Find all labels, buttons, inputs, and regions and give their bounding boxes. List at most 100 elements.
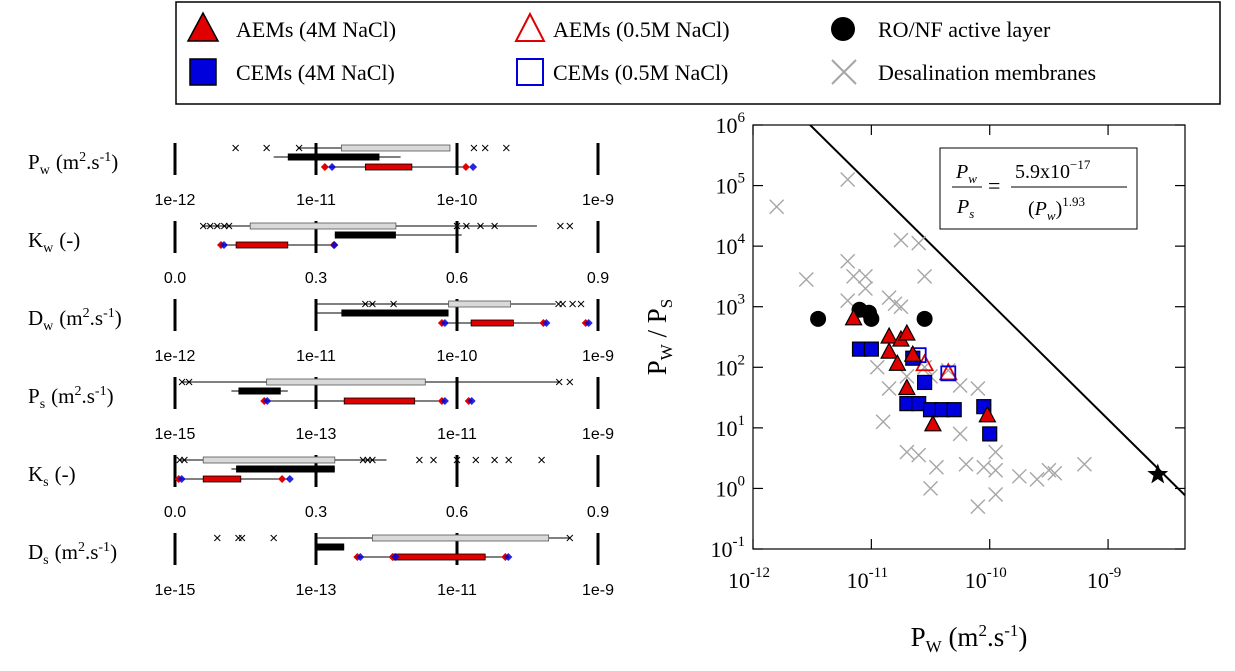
legend-label-cem-05m: CEMs (0.5M NaCl) [553, 60, 728, 85]
y-tick-label: 102 [716, 352, 746, 380]
tick-label: 1e-15 [155, 582, 196, 599]
box-row-2: Kw (-) 0.0 0.3 0.6 0.9 [28, 221, 609, 287]
desal-outlier [481, 144, 489, 152]
desal-point [840, 172, 856, 188]
desal-point [869, 359, 885, 375]
cem-dot [584, 319, 593, 327]
desal-outlier [369, 456, 376, 464]
cem-4m-point [917, 374, 933, 391]
desal-point [881, 380, 897, 396]
box-plot-panel: Pw (m2.s-1) 1e-12 1e-11 1e-10 1e-9 Kw (-) 0.0 0.3… [28, 143, 614, 599]
legend: AEMs (4M NaCl) AEMs (0.5M NaCl) RO/NF ac… [175, 1, 1221, 105]
tick-label: 1e-9 [582, 192, 614, 209]
cem-dot [504, 553, 513, 561]
x-tick-label: 10-12 [728, 565, 770, 593]
plot-frame [752, 124, 1186, 550]
desal-outlier [181, 456, 188, 464]
cem-4m-point [863, 341, 879, 357]
desal-outlier [361, 300, 369, 308]
x-tick-label: 10-9 [1087, 565, 1122, 593]
equation-den-exp: 1.93 [1062, 194, 1085, 209]
mem-box [202, 475, 242, 483]
desal-outlier [569, 300, 576, 308]
desal-point [798, 271, 814, 287]
legend-label-aem-4m: AEMs (4M NaCl) [236, 17, 396, 42]
tick-label: 1e-13 [296, 426, 337, 443]
x-axis-title: PW (m2.s-1) [911, 621, 1028, 656]
upper-bound-line [808, 125, 1185, 497]
desal-outlier [470, 144, 478, 152]
aem-4m-point [897, 378, 916, 396]
desal-outlier [463, 222, 470, 230]
desal-outlier [538, 456, 545, 464]
y-tick-label: 103 [716, 292, 746, 320]
legend-label-ro-nf: RO/NF active layer [878, 17, 1051, 42]
y-tick-label: 105 [716, 171, 746, 199]
cem-dot [330, 241, 339, 249]
desal-point [857, 281, 873, 297]
desal-point [970, 380, 986, 396]
mem-box [364, 163, 413, 171]
desal-outlier [557, 222, 564, 230]
desal-outlier [430, 456, 437, 464]
desal-box [448, 300, 511, 308]
row-label: Pw (m2.s-1) [28, 150, 118, 178]
scatter-plot-panel: 10-1 100 101 102 103 104 105 106 10-12 10-11 10-10… [642, 111, 1186, 656]
desal-point [928, 459, 944, 475]
desal-outlier [416, 456, 423, 464]
desal-outlier [178, 378, 186, 386]
desal-point [899, 444, 915, 460]
tick-label: 0.9 [587, 504, 609, 521]
ro-box [341, 309, 449, 317]
desal-outlier [472, 456, 480, 464]
desal-point [970, 499, 986, 515]
ro-nf-point [916, 310, 933, 327]
aem-4m-point [880, 341, 899, 359]
y-tick-label: 104 [716, 231, 746, 259]
cem-dot [328, 163, 337, 171]
cem-05m-legend-marker [516, 58, 544, 86]
x-tick-label: 10-11 [847, 565, 888, 593]
ro-outlier [304, 153, 311, 161]
equation-frame [939, 147, 1138, 230]
desal-outlier [566, 534, 574, 542]
tick-label: 0.6 [446, 270, 468, 287]
cem-dot [177, 475, 186, 483]
desal-point [1029, 471, 1045, 487]
cem-4m-point [946, 402, 962, 418]
tick-label: 1e-13 [296, 582, 337, 599]
legend-label-aem-05m: AEMs (0.5M NaCl) [553, 17, 730, 42]
mem-box [235, 241, 289, 249]
legend-label-desal: Desalination membranes [878, 60, 1096, 85]
aem-4m-point [923, 414, 942, 432]
desal-legend-marker [831, 59, 857, 85]
desal-outlier [225, 222, 233, 230]
desal-point [899, 368, 915, 384]
desal-point [976, 459, 992, 475]
tick-label: 1e-10 [437, 192, 478, 209]
row-label: Kw (-) [28, 228, 80, 256]
cem-dot [440, 397, 449, 405]
mem-box [343, 397, 416, 405]
desal-point [840, 293, 856, 309]
desal-outlier [453, 456, 461, 464]
aem-dot [461, 163, 470, 171]
desal-point [893, 299, 909, 315]
desal-box [340, 144, 451, 152]
mem-box [470, 319, 514, 327]
desal-point [911, 235, 927, 251]
desal-point [769, 199, 785, 215]
aem-dot [320, 163, 329, 171]
cem-dot [285, 475, 294, 483]
tick-label: 1e-11 [437, 426, 477, 443]
desal-outlier [491, 456, 498, 464]
cem-dot [469, 163, 478, 171]
tick-label: 0.0 [164, 504, 186, 521]
desal-point [988, 486, 1004, 502]
plot-area [769, 125, 1185, 515]
tick-label: 0.6 [446, 504, 468, 521]
aem-4m-point [844, 308, 863, 326]
desal-point [917, 268, 933, 284]
desal-point [840, 253, 856, 269]
cem-dot [356, 553, 365, 561]
